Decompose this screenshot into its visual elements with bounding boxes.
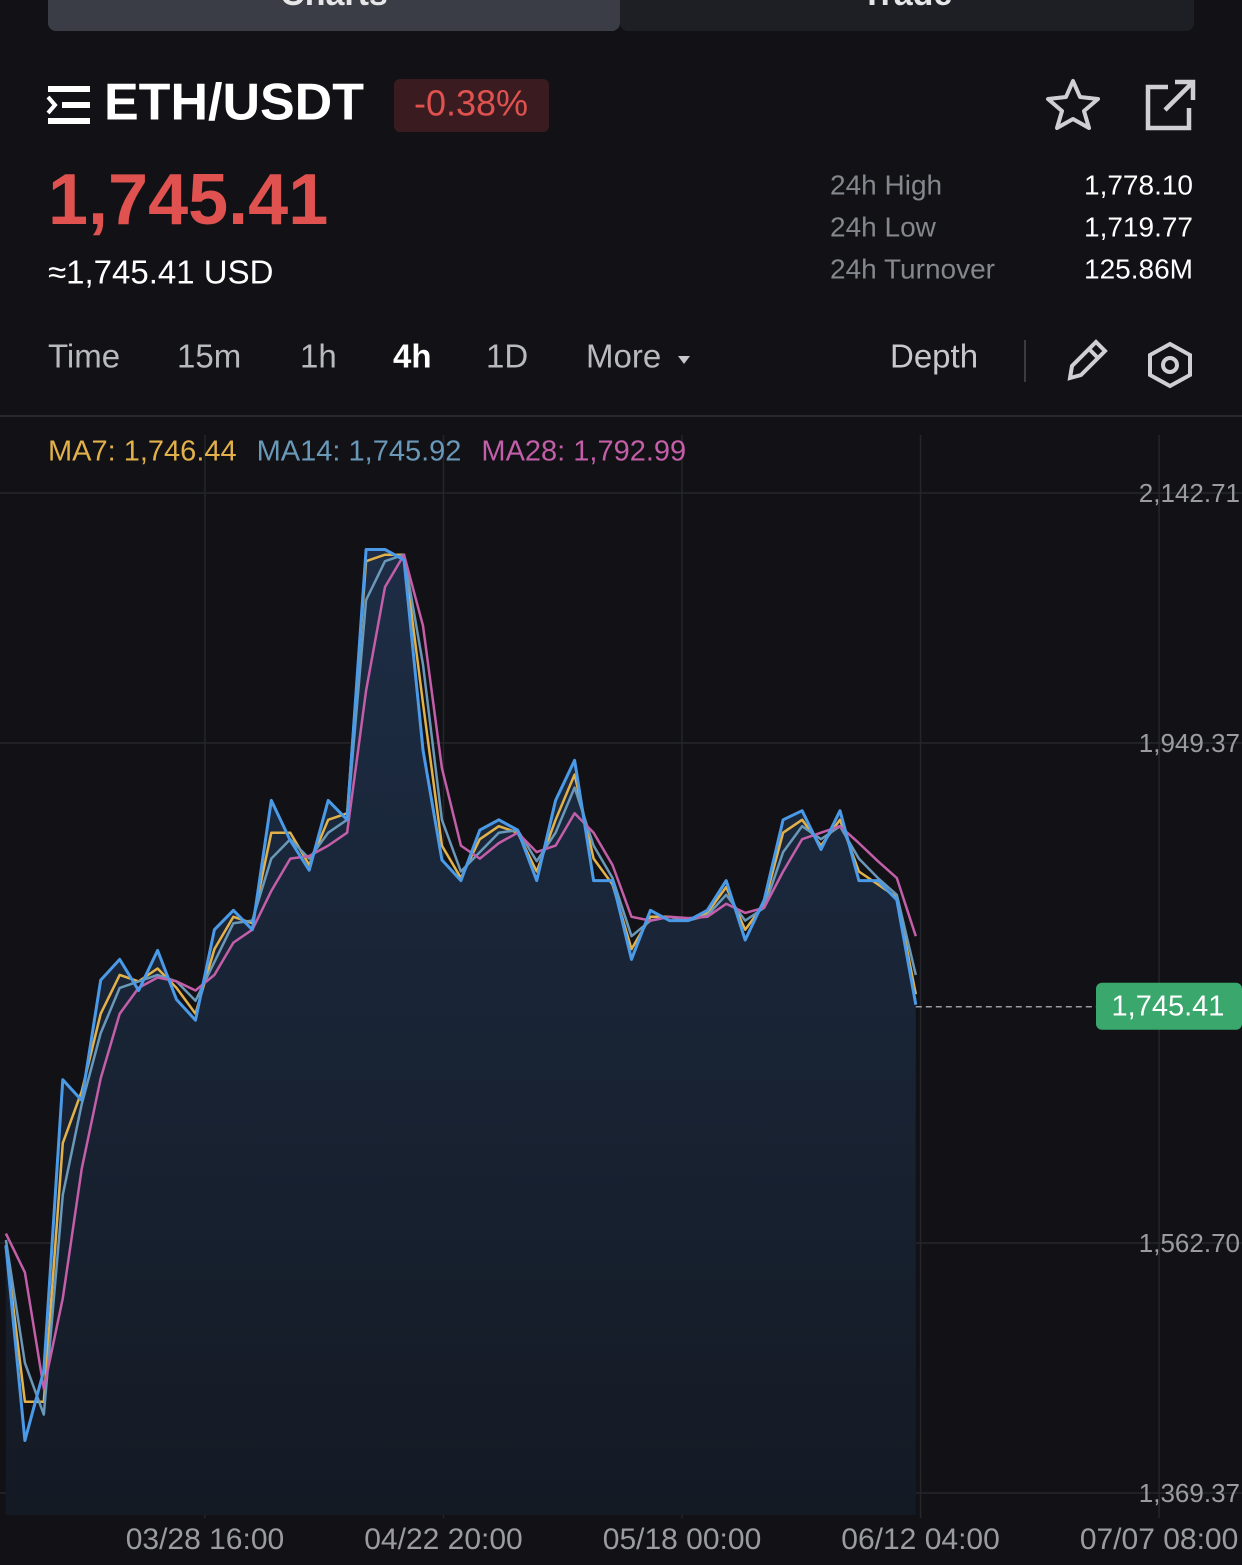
interval[interactable]: 1h <box>300 338 337 375</box>
y-tick-label: 1,562.70 <box>1139 1228 1240 1258</box>
tab-label[interactable]: Charts <box>280 0 388 13</box>
interval[interactable]: Time <box>48 338 120 375</box>
interval[interactable]: 1D <box>486 338 528 375</box>
menu-icon[interactable] <box>46 86 90 124</box>
interval[interactable]: 15m <box>177 338 241 375</box>
x-tick-label: 06/12 04:00 <box>841 1523 999 1556</box>
ma-line <box>4 553 917 1390</box>
dropdown-icon[interactable] <box>678 356 690 364</box>
stat-value: 1,719.77 <box>1084 211 1193 242</box>
chart: 1,369.37 1,562.70 1,949.37 2,142.71 03/28 16… <box>0 435 1242 1556</box>
last-price-label: 1,745.41 <box>1112 990 1225 1022</box>
legend-entry: MA7: 1,746.44 <box>48 436 237 468</box>
price-line <box>4 548 918 1442</box>
y-tick-label: 1,369.37 <box>1139 1478 1240 1508</box>
settings-icon[interactable] <box>1148 341 1192 389</box>
last-price: 1,745.41 <box>48 160 328 240</box>
pair[interactable]: ETH/USDT <box>104 74 364 132</box>
stat-label: 24h Low <box>830 211 937 242</box>
x-tick-label: 03/28 16:00 <box>126 1523 284 1556</box>
stat-label: 24h High <box>830 169 942 200</box>
y-tick-label: 1,949.37 <box>1139 728 1240 758</box>
x-tick-label: 04/22 20:00 <box>364 1523 522 1556</box>
y-tick-label: 2,142.71 <box>1139 478 1240 508</box>
tab-label[interactable]: Trade <box>862 0 953 13</box>
share-icon[interactable] <box>1145 79 1196 131</box>
legend-entry: MA14: 1,745.92 <box>257 436 462 468</box>
interval-active[interactable]: 4h <box>393 338 432 375</box>
price-area <box>5 549 916 1515</box>
usd-price: ≈1,745.41 USD <box>48 254 273 291</box>
interval[interactable]: More <box>586 338 661 375</box>
change: -0.38% <box>414 83 528 124</box>
stat-label: 24h Turnover <box>830 253 995 284</box>
stat-value: 125.86M <box>1084 253 1193 284</box>
x-tick-label: 05/18 00:00 <box>603 1523 761 1556</box>
change-badge <box>394 79 549 132</box>
draw-icon[interactable] <box>1067 339 1108 381</box>
tab[interactable] <box>620 0 1194 31</box>
tab-active[interactable] <box>48 0 620 31</box>
star-icon[interactable] <box>1046 79 1100 130</box>
depth-tab[interactable]: Depth <box>890 338 978 375</box>
x-tick-label: 07/07 08:00 <box>1080 1523 1238 1556</box>
last-price-tag <box>1096 982 1242 1030</box>
legend-entry: MA28: 1,792.99 <box>481 436 686 468</box>
stat-value: 1,778.10 <box>1084 169 1193 200</box>
